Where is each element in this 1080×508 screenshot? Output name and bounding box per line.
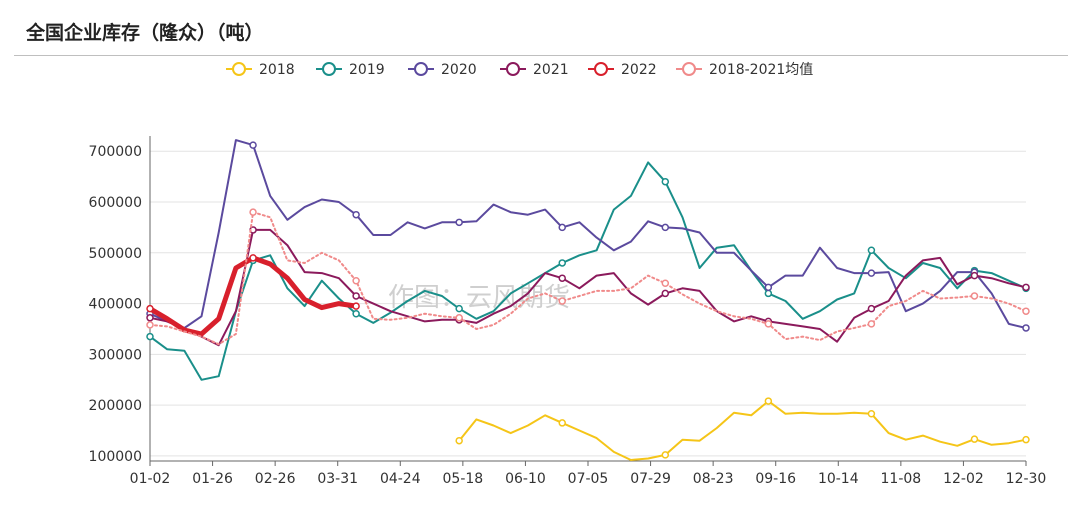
x-tick-label: 07-29 (630, 471, 671, 487)
series-line-5 (149, 211, 1027, 346)
data-point (146, 314, 154, 322)
data-point (661, 177, 670, 186)
data-point (558, 419, 566, 427)
legend-item-0[interactable]: 2018 (226, 62, 295, 78)
legend-item-3[interactable]: 2021 (500, 62, 569, 78)
x-tick-label: 01-26 (192, 471, 233, 487)
legend-swatch-marker (594, 62, 608, 76)
x-tick-label: 12-02 (943, 471, 984, 487)
series-line-1 (149, 161, 1027, 381)
legend-item-5[interactable]: 2018-2021均值 (676, 62, 813, 78)
legend-swatch-marker (414, 62, 428, 76)
x-tick-label: 02-26 (255, 471, 296, 487)
data-point (661, 289, 670, 298)
x-tick-label: 05-18 (443, 471, 484, 487)
y-tick-label: 500000 (89, 246, 142, 262)
data-point (558, 223, 566, 232)
chart-axes: 100000 200000 300000 400000 500000 600000 7000… (89, 136, 1047, 487)
data-point (764, 397, 773, 405)
data-point (558, 259, 566, 267)
data-point (867, 320, 876, 328)
legend-label: 2020 (441, 62, 477, 78)
data-point (455, 304, 463, 313)
data-point (352, 292, 360, 300)
legend-item-4[interactable]: 2022 (588, 62, 657, 78)
data-point (867, 269, 876, 277)
x-tick-label: 06-10 (505, 471, 546, 487)
data-point (1022, 307, 1030, 315)
chart-series (146, 139, 1030, 461)
page-title: 全国企业库存（隆众）（吨） (26, 22, 264, 44)
legend-swatch-marker (506, 62, 520, 76)
series-line-2 (149, 139, 1027, 329)
data-point (146, 332, 154, 341)
y-tick-label: 300000 (89, 347, 142, 363)
legend-label: 2022 (621, 62, 657, 78)
y-tick-label: 700000 (89, 144, 142, 160)
title-divider (14, 55, 1068, 56)
legend-swatch-marker (322, 62, 336, 76)
data-point (558, 297, 566, 305)
data-point (970, 435, 979, 443)
y-tick-label: 400000 (89, 297, 142, 313)
legend-swatch-marker (232, 62, 246, 76)
legend-item-1[interactable]: 2019 (316, 62, 385, 78)
data-point (249, 254, 257, 262)
data-point (970, 292, 979, 300)
x-tick-label: 04-24 (380, 471, 421, 487)
data-point (764, 320, 773, 328)
data-point (352, 309, 360, 318)
y-tick-label: 600000 (89, 195, 142, 211)
data-point (867, 246, 876, 255)
data-point (146, 304, 154, 313)
x-tick-label: 01-02 (130, 471, 171, 487)
x-tick-label: 09-16 (755, 471, 796, 487)
legend-label: 2018 (259, 62, 295, 78)
data-point (249, 141, 257, 149)
x-tick-label: 03-31 (317, 471, 358, 487)
legend-item-2[interactable]: 2020 (408, 62, 477, 78)
data-point (970, 271, 979, 280)
y-tick-label: 200000 (89, 398, 142, 414)
series-line-3 (149, 228, 1027, 347)
chart-legend: 2018 2019 2020 2021 2022 2018-2021均值 (226, 62, 813, 78)
x-tick-label: 08-23 (693, 471, 734, 487)
data-point (661, 279, 670, 288)
legend-label: 2018-2021均值 (709, 62, 813, 78)
legend-label: 2019 (349, 62, 385, 78)
series-line-4 (147, 255, 359, 337)
data-point (764, 289, 773, 298)
data-point (1022, 324, 1030, 332)
x-tick-label: 11-08 (881, 471, 922, 487)
data-point (146, 321, 154, 329)
data-point (352, 210, 360, 219)
data-point (661, 451, 670, 459)
data-point (558, 274, 566, 282)
watermark-text: 作图：云风期货 (388, 283, 570, 313)
data-point (867, 410, 876, 418)
series-line-0 (458, 400, 1027, 461)
data-point (455, 436, 463, 445)
data-point (352, 302, 360, 310)
data-point (352, 276, 360, 285)
data-point (867, 304, 876, 313)
data-point (1022, 283, 1030, 292)
data-point (1022, 435, 1030, 444)
data-point (249, 208, 257, 216)
x-tick-label: 10-14 (818, 471, 859, 487)
legend-label: 2021 (533, 62, 569, 78)
y-tick-label: 100000 (89, 449, 142, 465)
data-point (661, 223, 670, 232)
data-point (455, 218, 463, 227)
legend-swatch-marker (682, 62, 696, 76)
data-point (764, 283, 773, 292)
x-tick-label: 12-30 (1006, 471, 1047, 487)
data-point (455, 314, 463, 322)
x-tick-label: 07-05 (568, 471, 609, 487)
